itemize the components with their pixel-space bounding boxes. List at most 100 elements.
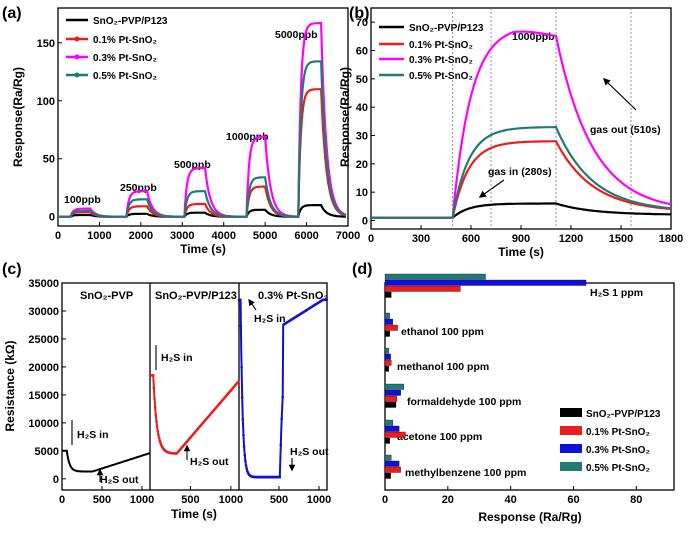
panel-c-ytick-label-7: 35000	[28, 278, 59, 290]
panel-c-sub2-xtick-label-1: 500	[270, 494, 288, 506]
panel-d-bar-3-3	[384, 383, 404, 390]
legend-d-label-3: 0.5% Pt-SnO₂	[586, 463, 650, 474]
panel-a-xtick-label-6: 6000	[294, 230, 318, 242]
panel-a: Time (s) Response(Ra/Rg) SnO₂-PVP/P123 0…	[11, 7, 360, 256]
panel-c-sub1-point-210	[237, 380, 240, 384]
panel-c-sub1-point-12	[152, 386, 156, 390]
panel-c-sub2-point-4	[239, 298, 242, 302]
panel-c-sub2-point-134	[281, 395, 285, 399]
legend-a-label-3: 0.5% Pt-SnO₂	[93, 71, 157, 82]
panel-a-xtick-label-4: 4000	[211, 230, 235, 242]
panel-b-series-3-line	[371, 126, 672, 219]
panel-b-annotation-gas-out: gas out (510s)	[590, 124, 661, 136]
panel-b-ytick-label-0: 0	[362, 216, 368, 228]
panel-a-ytick-label-1: 50	[43, 154, 55, 166]
panel-d-bar-0-3	[384, 273, 486, 280]
panel-d: Response (Ra/Rg) H₂S 1 ppm ethanol 100 p…	[382, 273, 675, 524]
legend-a-marker-1	[74, 36, 80, 42]
panel-b-xlabel: Time (s)	[498, 245, 544, 259]
panel-d-xtick-label-3: 60	[567, 494, 579, 506]
panel-c-annotation-h2s-out-2: H₂S out	[290, 446, 329, 458]
panel-c-ylabel: Resistance (kΩ)	[3, 341, 17, 432]
panel-c-sub1-xtick-label-1: 500	[181, 494, 199, 506]
panel-c-sub2-point-24	[245, 467, 248, 470]
panel-d-bar-1-0	[384, 330, 390, 337]
panel-c-sub1-line	[150, 374, 240, 455]
panel-d-xtick-label-2: 40	[505, 494, 517, 506]
panel-c-sub2-point-12	[241, 418, 245, 421]
panel-b-legend: SnO₂-PVP/P123 0.1% Pt-SnO₂ 0.3% Pt-SnO₂ …	[379, 23, 484, 82]
panel-b-xtick-label-3: 900	[512, 233, 530, 245]
panel-d-bar-4-3	[384, 419, 394, 426]
panel-c-sub1-point-22	[155, 425, 159, 429]
panel-b-ytick-label-5: 50	[356, 74, 368, 86]
legend-d-label-0: SnO₂-PVP/P123	[586, 409, 661, 420]
panel-a-legend: SnO₂-PVP/P123 0.1% Pt-SnO₂ 0.3% Pt-SnO₂ …	[66, 16, 168, 82]
legend-d-label-2: 0.3% Pt-SnO₂	[586, 445, 650, 456]
panel-c-sub2-point-22	[244, 464, 248, 467]
panel-d-bar-4-2	[384, 425, 400, 432]
panel-label-c: (c)	[2, 261, 22, 278]
legend-a-label-1: 0.1% Pt-SnO₂	[93, 35, 157, 46]
panel-d-frame	[384, 282, 675, 491]
panel-b-ylabel: Response(Ra/Rg)	[338, 67, 352, 167]
legend-b-label-2: 0.3% Pt-SnO₂	[409, 55, 473, 66]
panel-b-xtick-label-4: 1200	[559, 233, 583, 245]
panel-d-category-4: acetone 100 ppm	[397, 431, 482, 443]
panel-c-ytick-label-6: 30000	[28, 306, 59, 318]
panel-c-subtitle-1: SnO₂-PVP/P123	[155, 290, 237, 302]
legend-a-marker-2	[74, 54, 80, 60]
panel-c-sub0-xtick-label-0: 0	[59, 494, 65, 506]
panel-c-sub2-point-20	[244, 459, 247, 463]
panel-b-ytick-label-4: 40	[356, 102, 368, 114]
panel-b-xtick-label-0: 0	[368, 233, 374, 245]
panel-d-bar-2-2	[384, 353, 391, 360]
panel-a-ylabel: Response(Ra/Rg)	[11, 67, 25, 167]
panel-c-frame	[61, 282, 328, 491]
panel-c-sub1-point-20	[155, 420, 158, 423]
legend-b-label-0: SnO₂-PVP/P123	[409, 23, 484, 34]
panel-c-sub2-point-226	[325, 298, 329, 302]
panel-d-xlabel: Response (Ra/Rg)	[478, 510, 581, 524]
panel-d-bar-1-3	[384, 312, 390, 319]
panel-c-sub1-point-28	[157, 436, 161, 440]
panel-d-category-1: ethanol 100 ppm	[401, 326, 484, 338]
panel-d-bar-1-1	[384, 324, 398, 331]
panel-c-ytick-label-2: 10000	[28, 418, 59, 430]
panel-b-ytick-label-1: 10	[356, 187, 368, 199]
panel-b-ytick-label-6: 60	[356, 46, 368, 58]
panel-a-series-3-line	[58, 59, 347, 218]
panel-b: Time (s) Response(Ra/Rg) SnO₂-PVP/P123 0…	[338, 7, 683, 259]
panel-c-sub1-point-16	[153, 406, 157, 410]
panel-c-sub1-point-10	[151, 374, 155, 377]
panel-label-d: (d)	[352, 261, 372, 278]
panel-d-bar-2-1	[384, 359, 392, 366]
panel-c-annotation-h2s-in-2: H₂S in	[254, 313, 286, 325]
panel-a-annotation-1000ppb: 1000ppb	[226, 131, 269, 143]
panel-d-bar-5-0	[384, 472, 391, 479]
panel-d-bar-0-0	[384, 291, 392, 298]
panel-d-bar-5-2	[384, 460, 400, 467]
panel-a-xlabel: Time (s)	[180, 242, 226, 256]
legend-b-label-3: 0.5% Pt-SnO₂	[409, 71, 473, 82]
panel-c-ytick-label-5: 25000	[28, 334, 59, 346]
panel-c-sub0-xtick-label-2: 1000	[130, 494, 154, 506]
panel-c-annotation-h2s-in-1: H₂S in	[161, 352, 193, 364]
panel-a-annotation-5000ppb: 5000ppb	[275, 29, 318, 41]
panel-c-sub1-point-30	[158, 439, 161, 442]
panel-a-xtick-label-7: 7000	[336, 230, 360, 242]
panel-b-arrow-gas-in	[478, 179, 505, 198]
legend-d-swatch-3	[560, 462, 582, 471]
panel-b-xtick-label-2: 600	[462, 233, 480, 245]
panel-c-arrow-in-2	[248, 298, 257, 311]
panel-a-ytick-label-0: 0	[49, 212, 55, 224]
legend-d-swatch-0	[560, 408, 582, 417]
panel-d-bar-0-2	[384, 279, 587, 286]
panel-d-bar-2-3	[384, 347, 389, 354]
panel-d-legend: SnO₂-PVP/P123 0.1% Pt-SnO₂ 0.3% Pt-SnO₂ …	[560, 408, 661, 474]
legend-a-label-2: 0.3% Pt-SnO₂	[93, 53, 157, 64]
panel-d-category-3: formaldehyde 100 ppm	[407, 396, 521, 408]
panel-d-bar-3-0	[384, 401, 397, 408]
panel-b-ytick-label-3: 30	[356, 131, 368, 143]
panel-d-bar-5-3	[384, 454, 392, 461]
